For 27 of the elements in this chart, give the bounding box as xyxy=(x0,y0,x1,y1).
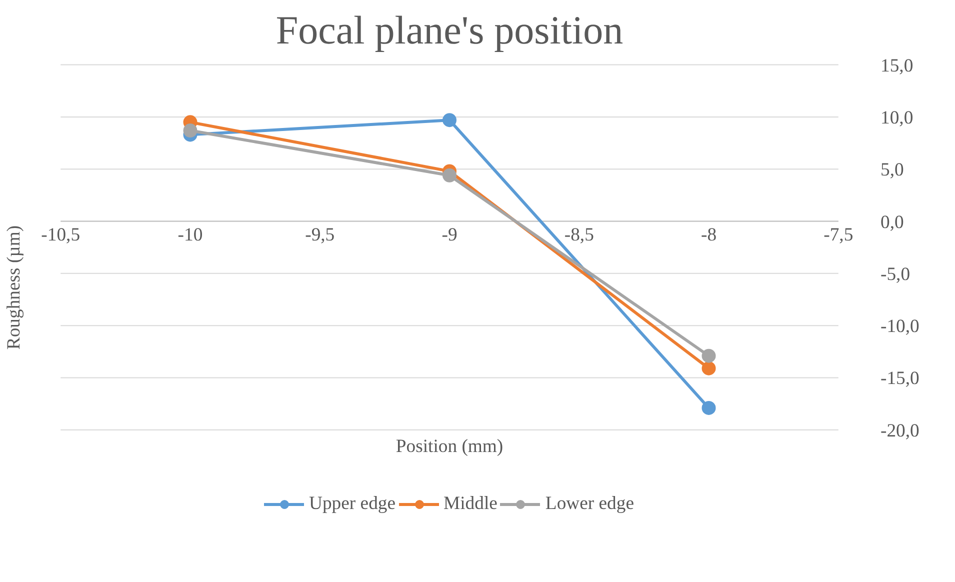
y-tick-label: -15,0 xyxy=(880,368,920,390)
legend-label: Upper edge xyxy=(309,493,396,515)
point xyxy=(702,361,716,376)
legend-label: Lower edge xyxy=(545,493,634,515)
y-tick-label: 5,0 xyxy=(880,160,904,181)
point xyxy=(442,113,456,128)
legend-label: Middle xyxy=(444,493,498,515)
chart-title: Focal plane's position xyxy=(276,8,624,52)
y-axis-title: Roughness (µm) xyxy=(4,225,24,350)
x-tick-label: -8,5 xyxy=(564,224,594,246)
x-axis-title: Position (mm) xyxy=(396,436,504,457)
point xyxy=(442,168,456,182)
y-tick-label: -20,0 xyxy=(880,420,920,442)
point xyxy=(702,348,716,363)
y-tick-label: 0,0 xyxy=(880,212,904,233)
y-tick-label: -5,0 xyxy=(880,264,910,285)
x-tick-label: -9 xyxy=(442,224,458,246)
x-tick-label: -9,5 xyxy=(305,224,335,246)
y-tick-label: 10,0 xyxy=(880,107,914,128)
point xyxy=(183,124,198,138)
x-tick-label: -7,5 xyxy=(824,224,854,246)
x-tick-label: -10 xyxy=(178,224,203,246)
point xyxy=(702,400,716,415)
y-tick-label: -10,0 xyxy=(880,316,920,338)
x-tick-label: -8 xyxy=(700,224,717,246)
y-tick-label: 15,0 xyxy=(880,55,914,76)
x-tick-label: -10,5 xyxy=(41,224,80,246)
